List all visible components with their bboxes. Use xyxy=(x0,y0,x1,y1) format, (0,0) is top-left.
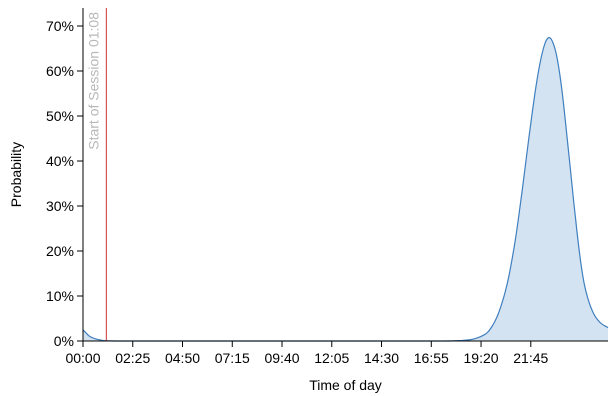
x-tick-label: 04:50 xyxy=(165,350,200,366)
area-layer xyxy=(82,36,609,342)
x-tick-label: 21:45 xyxy=(513,350,548,366)
x-tick-label: 16:55 xyxy=(414,350,449,366)
y-tick-label: 20% xyxy=(46,243,74,259)
y-tick-label: 50% xyxy=(46,108,74,124)
x-tick-label: 02:25 xyxy=(115,350,150,366)
x-tick-label: 09:40 xyxy=(264,350,299,366)
y-tick-label: 0% xyxy=(54,333,74,349)
y-tick-label: 30% xyxy=(46,198,74,214)
y-tick-label: 10% xyxy=(46,288,74,304)
series-area-0 xyxy=(83,37,608,342)
y-tick-label: 70% xyxy=(46,18,74,34)
session-start-marker-label: Start of Session 01:08 xyxy=(85,12,101,150)
marker-layer: Start of Session 01:08 xyxy=(85,8,107,341)
axes-layer xyxy=(82,8,608,342)
x-tick-label: 19:20 xyxy=(464,350,499,366)
x-tick-label: 14:30 xyxy=(364,350,399,366)
y-tick-label: 60% xyxy=(46,63,74,79)
x-axis-title: Time of day xyxy=(309,377,382,393)
ticks-layer: 0% 10% 20% 30% 40% 50% 60% 70% 00:00 02:25 04:50 07… xyxy=(46,18,549,366)
x-tick-label: 07:15 xyxy=(215,350,250,366)
x-tick-label: 00:00 xyxy=(65,350,100,366)
x-tick-label: 12:05 xyxy=(314,350,349,366)
y-tick-label: 40% xyxy=(46,153,74,169)
y-axis-title: Probability xyxy=(8,142,24,207)
